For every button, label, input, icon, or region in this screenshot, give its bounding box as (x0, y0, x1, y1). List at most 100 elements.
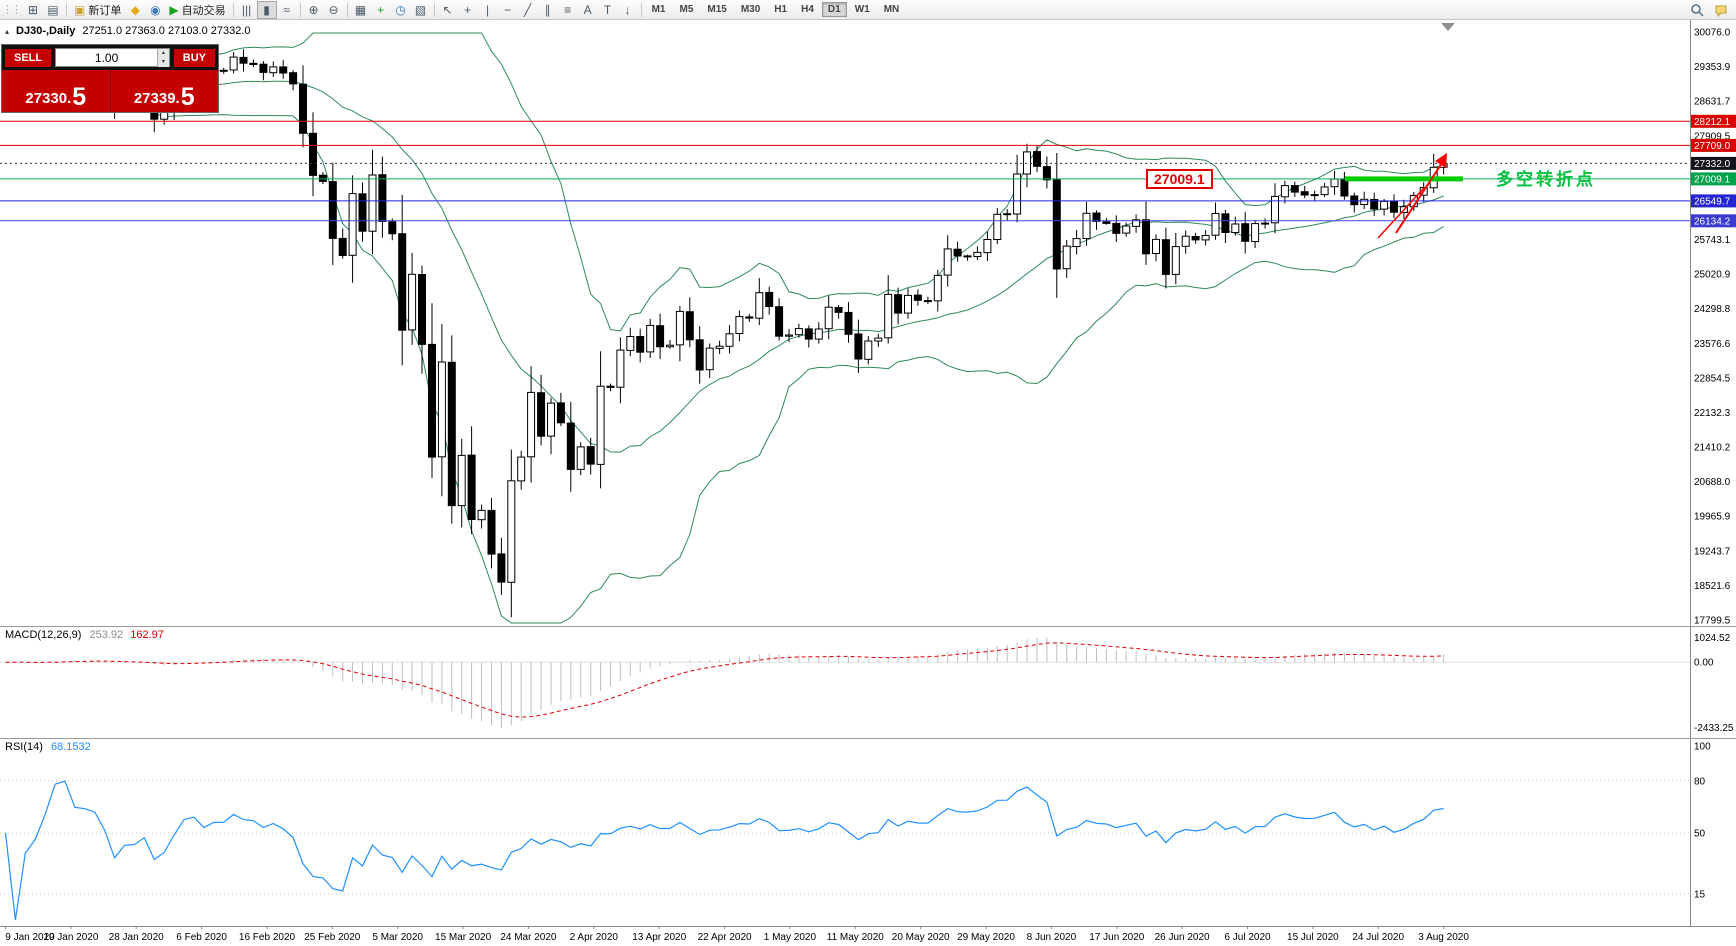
chat-button[interactable] (1710, 1, 1732, 19)
timeframe-mn-button[interactable]: MN (883, 4, 900, 15)
macd-panel: 1024.52 0.00 -2433.25 (0, 633, 1734, 734)
toolbar-zoom-out-button[interactable]: ⊖ (324, 1, 344, 19)
toolbar-vertical-line-button[interactable]: | (478, 1, 498, 19)
volume-up-button[interactable]: ▴ (158, 48, 169, 58)
toolbar-new-order-button[interactable]: ▣ 新订单 (70, 1, 125, 19)
toolbar-crosshair-button[interactable]: + (458, 1, 478, 19)
toolbar-templates-button[interactable]: ▧ (411, 1, 431, 19)
toolbar-bar-chart-button[interactable]: ||| (237, 1, 257, 19)
price-axis[interactable]: 30076.0 29353.9 28631.7 27909.5 25743.1 25020… (1690, 20, 1736, 926)
svg-text:0.00: 0.00 (1694, 658, 1714, 669)
chart-ohlc: 27251.0 27363.0 27103.0 27332.0 (82, 25, 251, 37)
toolbar-mql5-button[interactable]: ◆ (125, 1, 145, 19)
toolbar-drag-handle[interactable]: ⋮⋮ (2, 4, 22, 16)
svg-text:20688.0: 20688.0 (1694, 477, 1731, 488)
toolbar-separator (346, 2, 348, 17)
toolbar-trendline-button[interactable]: ╱ (518, 1, 538, 19)
toolbar-indicator-list-button[interactable]: + (371, 1, 391, 19)
toolbar-candle-chart-button[interactable]: ▮ (256, 0, 277, 19)
price-annotation-box[interactable]: 27009.1 (1146, 169, 1213, 189)
trade-panel-prices: 27330. 5 27339. 5 (2, 70, 218, 112)
toolbar-separator (299, 2, 301, 17)
toolbar-horizontal-line-button[interactable]: − (498, 1, 518, 19)
volume-down-button[interactable]: ▾ (158, 57, 169, 67)
svg-text:1024.52: 1024.52 (1694, 633, 1731, 644)
toolbar-channel-button[interactable]: ∥ (538, 1, 558, 19)
new-chart-icon: ⊞ (27, 2, 39, 17)
svg-text:15 Jul 2020: 15 Jul 2020 (1287, 932, 1339, 943)
svg-text:22 Apr 2020: 22 Apr 2020 (698, 932, 752, 943)
toolbar-fibonacci-button[interactable]: ≡ (558, 1, 578, 19)
sell-button[interactable]: SELL (5, 48, 52, 67)
svg-text:26 Jun 2020: 26 Jun 2020 (1155, 932, 1210, 943)
svg-text:28 Jan 2020: 28 Jan 2020 (109, 932, 164, 943)
svg-text:6 Feb 2020: 6 Feb 2020 (176, 932, 227, 943)
svg-text:24 Mar 2020: 24 Mar 2020 (500, 932, 557, 943)
svg-text:27709.0: 27709.0 (1694, 141, 1731, 152)
svg-text:19 Jan 2020: 19 Jan 2020 (43, 932, 98, 943)
toolbar-tile-windows-button[interactable]: ▦ (351, 1, 371, 19)
sell-price-pip: 5 (72, 83, 87, 111)
toolbar-cursor-button[interactable]: ↖ (438, 1, 458, 19)
horizontal-levels[interactable] (0, 120, 1690, 222)
macd-indicator-label: MACD(12,26,9) 253.92 162.97 (5, 629, 164, 641)
toolbar-arrows-button[interactable]: ↓ (618, 1, 638, 19)
trend-arrow[interactable] (1377, 153, 1447, 239)
toolbar-new-chart-button[interactable]: ⊞ (23, 1, 43, 19)
svg-text:19243.7: 19243.7 (1694, 546, 1731, 557)
label-icon: T (603, 2, 612, 17)
trendline-icon: ╱ (523, 2, 532, 17)
buy-price-main: 27339. (133, 90, 180, 107)
toolbar-autotrading-button[interactable]: ▶ 自动交易 (165, 1, 229, 19)
candles-layer (1, 49, 1448, 618)
svg-text:9 Jan 2020: 9 Jan 2020 (5, 932, 55, 943)
toolbar-separator (232, 2, 234, 17)
volume-input[interactable] (56, 49, 158, 66)
svg-text:2 Apr 2020: 2 Apr 2020 (570, 932, 619, 943)
buy-price[interactable]: 27339. 5 (111, 70, 219, 112)
buy-button[interactable]: BUY (173, 48, 215, 67)
chart-canvas[interactable]: 30076.0 29353.9 28631.7 27909.5 25743.1 25020… (0, 20, 1736, 946)
svg-text:100: 100 (1694, 742, 1711, 753)
autotrading-label: 自动交易 (181, 4, 226, 17)
svg-text:24298.8: 24298.8 (1694, 304, 1731, 315)
toolbar-separator (640, 2, 642, 17)
periods-icon: ◷ (395, 2, 406, 17)
toolbar-market-button[interactable]: ◉ (145, 1, 165, 19)
svg-text:29 May 2020: 29 May 2020 (957, 932, 1015, 943)
mql5-icon: ◆ (130, 2, 140, 17)
rsi-value: 68.1532 (50, 741, 91, 753)
timeframe-m5-button[interactable]: M5 (679, 4, 694, 15)
timeframe-m30-button[interactable]: M30 (740, 4, 761, 15)
toolbar-label-button[interactable]: T (598, 1, 618, 19)
timeframe-d1-button[interactable]: D1 (821, 2, 847, 17)
svg-text:25 Feb 2020: 25 Feb 2020 (304, 932, 361, 943)
toolbar-profiles-button[interactable]: ▤ (43, 1, 63, 19)
timeframe-h4-button[interactable]: H4 (801, 4, 814, 15)
svg-text:15: 15 (1694, 889, 1706, 900)
toolbar-periods-button[interactable]: ◷ (391, 1, 411, 19)
toolbar-zoom-in-button[interactable]: ⊕ (304, 1, 324, 19)
volume-control: ▴ ▾ (55, 48, 170, 67)
toolbar-line-chart-button[interactable]: ≈ (277, 1, 297, 19)
chart-region: 30076.0 29353.9 28631.7 27909.5 25743.1 25020… (0, 20, 1736, 946)
timeframe-h1-button[interactable]: H1 (774, 4, 788, 15)
timeframe-m15-button[interactable]: M15 (707, 4, 727, 15)
toolbar-text-button[interactable]: A (578, 1, 598, 19)
symbol-search-button[interactable] (1686, 1, 1708, 19)
sell-price[interactable]: 27330. 5 (2, 70, 111, 112)
svg-text:28212.1: 28212.1 (1694, 117, 1731, 128)
shift-marker-icon[interactable] (1441, 23, 1455, 31)
vertical-line-icon: | (486, 2, 490, 17)
cursor-icon: ↖ (442, 2, 453, 17)
one-click-collapse-icon[interactable]: ▴ (5, 26, 10, 36)
timeframe-m1-button[interactable]: M1 (651, 4, 666, 15)
timeframe-w1-button[interactable]: W1 (854, 4, 870, 15)
turning-point-label[interactable]: 多空转折点 (1496, 170, 1596, 189)
chart-symbol-period: DJ30-,Daily (16, 25, 76, 37)
chart-title: ▴ DJ30-,Daily 27251.0 27363.0 27103.0 27… (5, 25, 251, 37)
svg-text:24 Jul 2020: 24 Jul 2020 (1352, 932, 1404, 943)
sell-price-main: 27330. (25, 90, 72, 107)
line-chart-icon: ≈ (283, 2, 290, 17)
